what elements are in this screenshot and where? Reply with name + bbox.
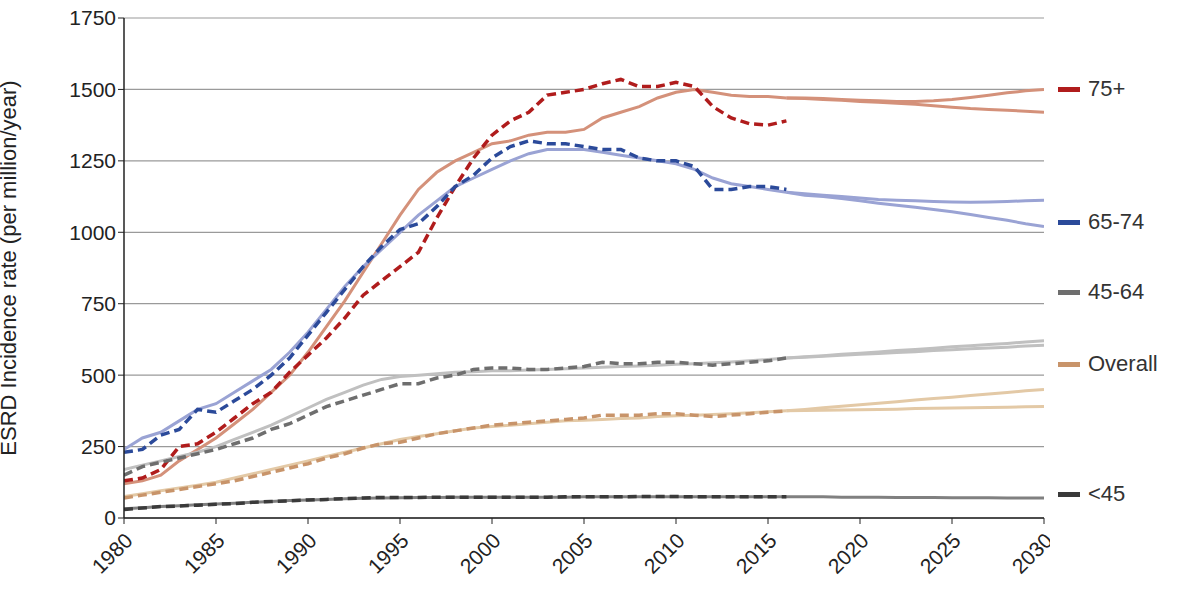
svg-text:ESRD Incidence rate (per milli: ESRD Incidence rate (per million/year) — [0, 80, 21, 455]
svg-text:2020: 2020 — [823, 528, 872, 577]
html-text:45-64: 45-64 — [1088, 279, 1145, 304]
svg-text:2010: 2010 — [639, 528, 688, 577]
svg-text:0: 0 — [104, 506, 116, 529]
svg-text:1985: 1985 — [179, 528, 228, 577]
svg-text:2025: 2025 — [915, 528, 964, 577]
svg-text:2030: 2030 — [1007, 528, 1050, 577]
html-text:<45: <45 — [1088, 481, 1126, 506]
svg-text:2015: 2015 — [731, 528, 780, 577]
svg-text:1750: 1750 — [69, 6, 116, 29]
svg-text:1995: 1995 — [363, 528, 412, 577]
svg-text:1500: 1500 — [69, 78, 116, 101]
svg-text:1980: 1980 — [87, 528, 136, 577]
svg-text:1990: 1990 — [271, 528, 320, 577]
svg-text:2000: 2000 — [455, 528, 504, 577]
svg-text:250: 250 — [81, 435, 116, 458]
svg-text:500: 500 — [81, 364, 116, 387]
html-text:65-74: 65-74 — [1088, 209, 1145, 234]
html-text:75+: 75+ — [1088, 76, 1126, 101]
svg-text:1250: 1250 — [69, 149, 116, 172]
svg-text:750: 750 — [81, 292, 116, 315]
svg-text:1000: 1000 — [69, 221, 116, 244]
svg-text:2005: 2005 — [547, 528, 596, 577]
html-text:Overall: Overall — [1088, 351, 1158, 376]
